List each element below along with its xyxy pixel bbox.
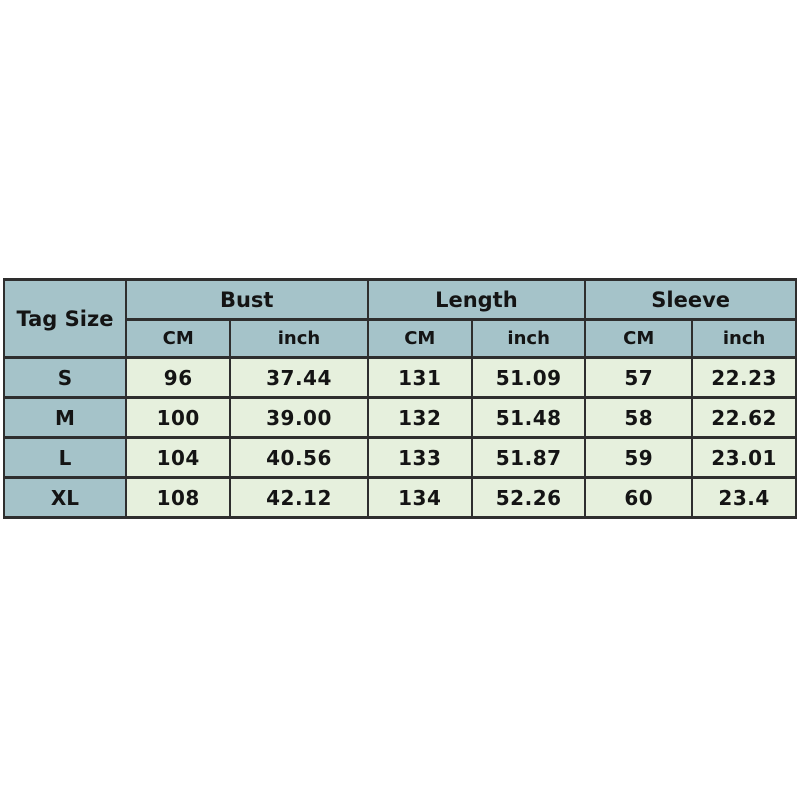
value-cell: 134 [366,476,474,519]
unit-header-sleeve-inch: inch [691,318,797,359]
value-cell: 59 [584,436,694,479]
value-cell: 100 [124,396,232,439]
unit-header-length-inch: inch [471,318,587,359]
value-cell: 23.4 [691,476,797,519]
value-cell: 96 [124,356,232,399]
size-cell: XL [3,476,127,519]
table-row-xl: XL 108 42.12 134 52.26 60 23.4 [3,476,797,519]
value-cell: 52.26 [471,476,587,519]
value-cell: 39.00 [229,396,369,439]
group-header-sleeve: Sleeve [584,278,797,321]
unit-header-bust-cm: CM [124,318,232,359]
value-cell: 60 [584,476,694,519]
value-cell: 104 [124,436,232,479]
unit-header-bust-inch: inch [229,318,369,359]
value-cell: 40.56 [229,436,369,479]
value-cell: 132 [366,396,474,439]
unit-header-length-cm: CM [366,318,474,359]
corner-header-tag-size: Tag Size [3,278,127,359]
value-cell: 22.23 [691,356,797,399]
group-header-length: Length [366,278,587,321]
group-header-bust: Bust [124,278,369,321]
size-cell: M [3,396,127,439]
table-row-m: M 100 39.00 132 51.48 58 22.62 [3,396,797,439]
table-row-l: L 104 40.56 133 51.87 59 23.01 [3,436,797,479]
unit-header-sleeve-cm: CM [584,318,694,359]
size-cell: S [3,356,127,399]
value-cell: 108 [124,476,232,519]
value-cell: 51.09 [471,356,587,399]
size-cell: L [3,436,127,479]
value-cell: 22.62 [691,396,797,439]
value-cell: 37.44 [229,356,369,399]
value-cell: 131 [366,356,474,399]
table-row-s: S 96 37.44 131 51.09 57 22.23 [3,356,797,399]
value-cell: 58 [584,396,694,439]
value-cell: 51.48 [471,396,587,439]
value-cell: 42.12 [229,476,369,519]
value-cell: 133 [366,436,474,479]
value-cell: 23.01 [691,436,797,479]
size-chart-table: Tag Size Bust Length Sleeve CM inch CM i… [3,278,797,519]
value-cell: 51.87 [471,436,587,479]
value-cell: 57 [584,356,694,399]
